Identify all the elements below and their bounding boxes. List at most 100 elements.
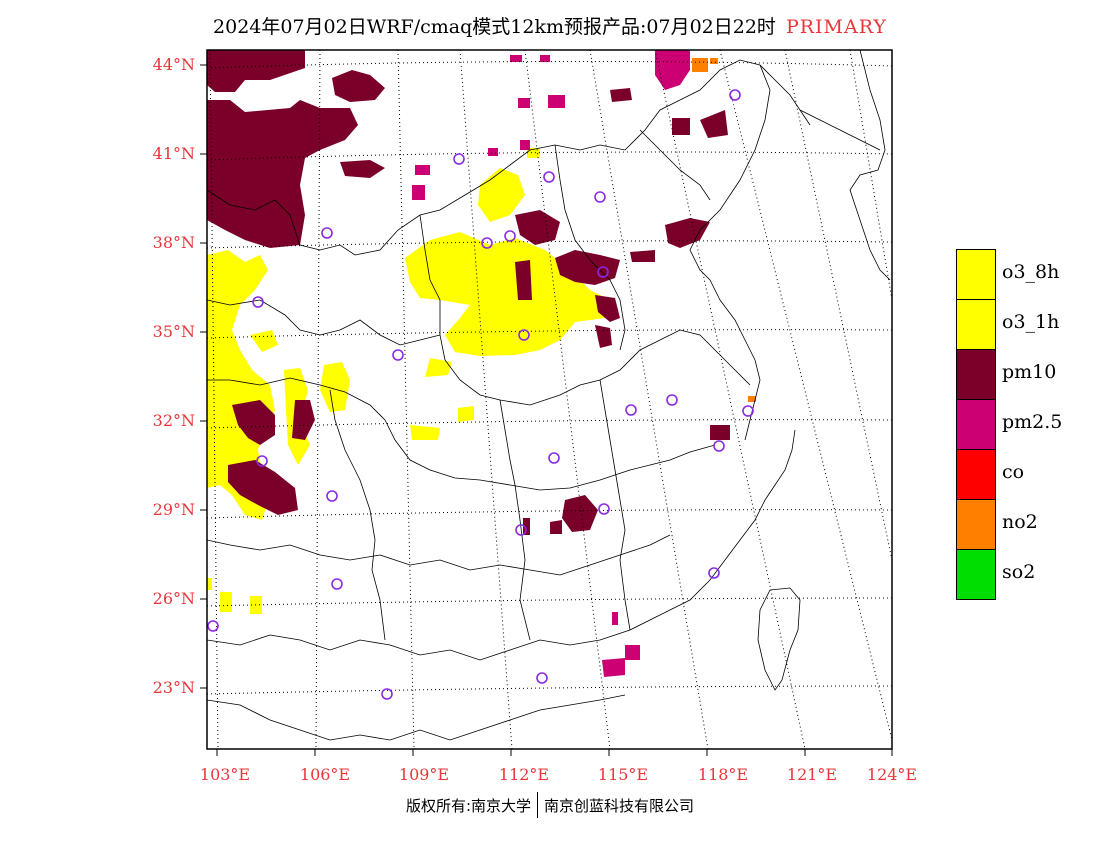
boundary-line <box>599 379 631 631</box>
o3-area <box>478 168 525 222</box>
title-text: 2024年07月02日WRF/cmaq模式12km预报产品:07月02日22时 <box>213 16 776 38</box>
station-marker <box>515 524 527 536</box>
pm25-areas <box>412 50 690 677</box>
station-marker <box>625 404 637 416</box>
copyright-text: 版权所有:南京大学 <box>405 797 532 815</box>
pm10-area <box>630 250 655 262</box>
legend-swatch <box>956 249 996 300</box>
lon-label-106: 106°E <box>299 765 351 784</box>
longitude-line <box>719 50 892 741</box>
footer-divider <box>537 792 539 818</box>
pm10-areas <box>207 50 730 535</box>
legend-swatch <box>956 299 996 350</box>
no2-area <box>710 58 718 64</box>
pm10-area <box>207 100 358 248</box>
legend-label: no2 <box>1002 511 1038 533</box>
boundary-line <box>499 399 531 641</box>
boundaries <box>207 50 891 741</box>
pm10-area <box>610 88 632 102</box>
pm25-area <box>612 612 618 625</box>
boundary-line <box>757 587 801 691</box>
o3-area <box>220 592 232 612</box>
boundary-line <box>719 299 761 441</box>
boundary-line <box>207 59 811 256</box>
no2-area <box>748 396 756 402</box>
pm10-area <box>672 118 690 135</box>
o3-area <box>320 362 350 412</box>
boundary-line <box>207 299 441 346</box>
latitude-line <box>207 240 892 249</box>
pm10-area <box>207 50 305 92</box>
legend-label: co <box>1002 461 1025 483</box>
longitude-line <box>589 50 709 749</box>
lat-label-29: 29°N <box>152 500 195 519</box>
lat-label-35: 35°N <box>152 322 195 341</box>
lon-label-112: 112°E <box>498 765 550 784</box>
o3-area <box>207 250 275 520</box>
pm10-area <box>700 110 728 138</box>
longitude-line <box>849 50 892 301</box>
pm25-area <box>540 55 550 62</box>
lon-label-121: 121°E <box>786 765 838 784</box>
station-marker <box>392 349 404 361</box>
legend-swatch <box>956 449 996 500</box>
tick-marks <box>200 64 893 756</box>
pm10-area <box>550 520 562 534</box>
station-marker <box>207 620 219 632</box>
pm25-area <box>520 140 530 150</box>
station-marker <box>381 688 393 700</box>
lon-label-115: 115°E <box>597 765 649 784</box>
lat-label-32: 32°N <box>152 411 195 430</box>
station-marker <box>326 490 338 502</box>
station-marker <box>713 440 725 452</box>
longitude-line <box>315 50 321 749</box>
pm10-area <box>523 518 530 535</box>
lon-label-118: 118°E <box>697 765 749 784</box>
o3-area <box>410 425 440 440</box>
latitude-line <box>207 597 892 607</box>
boundary-line <box>639 129 711 201</box>
o3-area <box>458 406 474 422</box>
no2-areas <box>692 58 756 402</box>
pm10-area <box>332 70 385 102</box>
legend-swatch <box>956 349 996 400</box>
no2-area <box>692 58 708 72</box>
copyright-footer: 版权所有:南京大学 南京创蓝科技有限公司 <box>0 792 1100 818</box>
station-marker <box>321 227 333 239</box>
pm25-area <box>415 165 430 175</box>
legend-label: pm10 <box>1002 361 1057 383</box>
station-marker <box>481 237 493 249</box>
longitude-line <box>784 50 892 561</box>
station-marker <box>504 230 516 242</box>
o3-area <box>207 578 212 590</box>
pm10-area <box>710 425 730 440</box>
pm25-area <box>548 95 565 108</box>
pm25-area <box>625 645 640 660</box>
legend-swatch <box>956 399 996 450</box>
pm10-area <box>515 260 532 300</box>
longitude-line <box>459 50 513 749</box>
graticule <box>207 50 892 749</box>
station-marker <box>543 171 555 183</box>
legend-label: o3_8h <box>1002 261 1060 283</box>
lat-label-41: 41°N <box>152 144 195 163</box>
station-marker <box>708 567 720 579</box>
station-marker <box>536 672 548 684</box>
station-marker <box>729 89 741 101</box>
longitude-line <box>524 50 611 749</box>
boundary-line <box>419 214 441 335</box>
map-frame <box>206 49 893 750</box>
lat-label-38: 38°N <box>152 233 195 252</box>
primary-label: PRIMARY <box>785 16 887 38</box>
station-marker <box>594 191 606 203</box>
station-marker <box>598 503 610 515</box>
pm10-area <box>665 218 710 248</box>
o3-area <box>250 330 278 352</box>
pm10-area <box>562 495 598 532</box>
station-marker <box>742 405 754 417</box>
lat-label-23: 23°N <box>152 678 195 697</box>
station-marker <box>518 329 530 341</box>
pm10-area <box>595 295 620 322</box>
lat-label-44: 44°N <box>152 55 195 74</box>
